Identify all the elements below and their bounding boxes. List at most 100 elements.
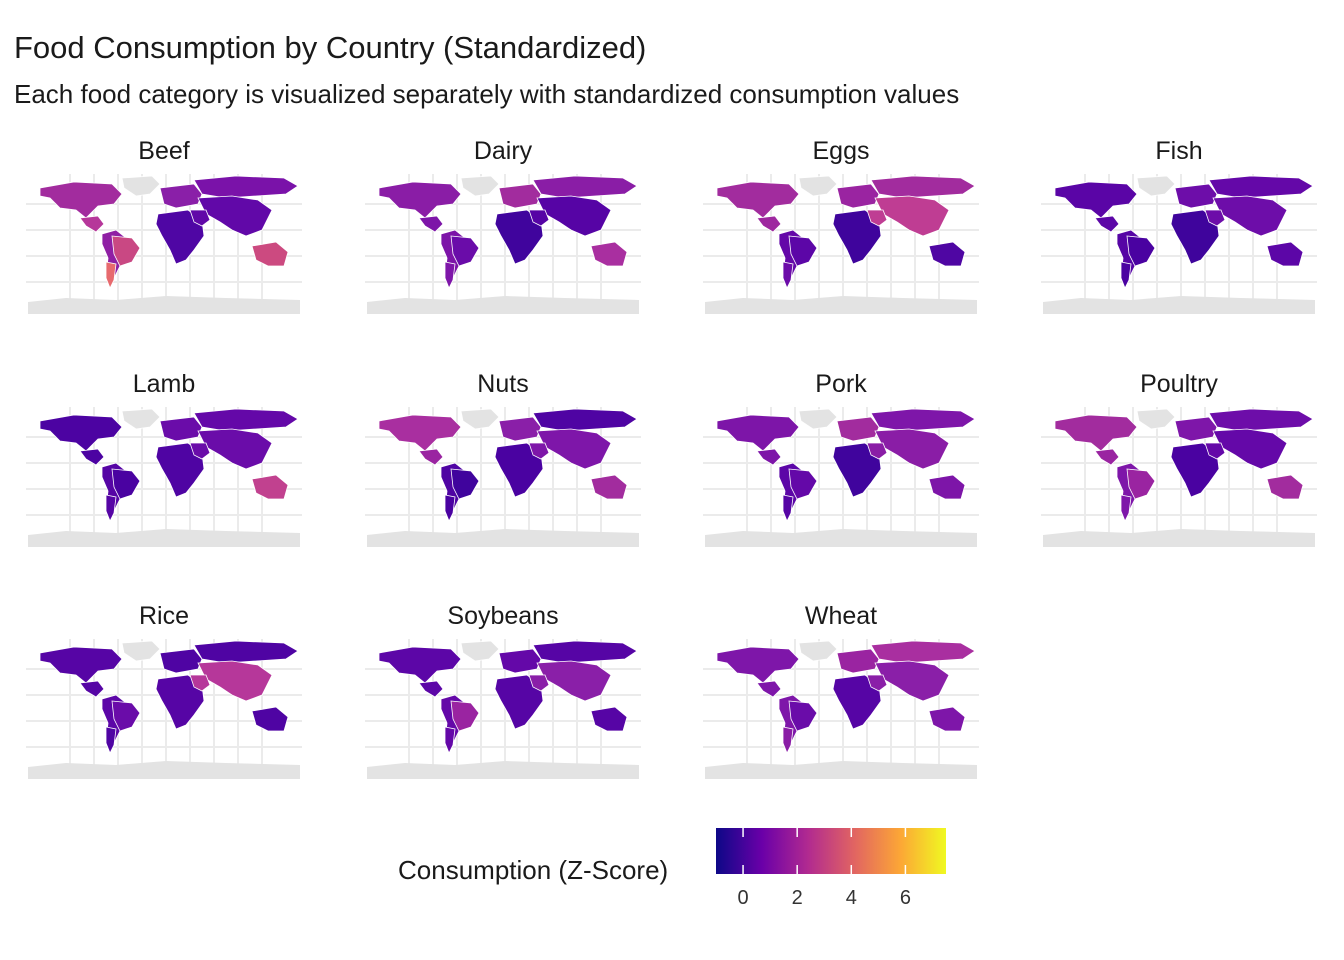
facet-title: Soybeans — [447, 602, 559, 630]
region-me — [189, 209, 211, 227]
facet-title: Beef — [138, 137, 190, 165]
region-ca — [1094, 215, 1120, 233]
antarctica-region — [705, 529, 977, 547]
region-gl — [121, 175, 161, 197]
region-ca — [418, 448, 444, 466]
facet-title: Wheat — [804, 602, 878, 630]
facet-title: Pork — [815, 370, 867, 398]
region-gl — [798, 175, 838, 197]
world-map — [703, 639, 979, 779]
facet-title: Fish — [1155, 137, 1203, 165]
region-ar — [105, 494, 117, 522]
antarctica-region — [367, 296, 639, 314]
region-gl — [460, 408, 500, 430]
region-ar — [782, 261, 794, 289]
region-ru — [193, 408, 299, 432]
region-au — [251, 474, 289, 500]
facet-map — [703, 407, 979, 547]
region-me — [528, 674, 550, 692]
region-br — [788, 468, 818, 500]
facet-map — [703, 639, 979, 779]
region-as — [197, 195, 273, 237]
region-ru — [1208, 408, 1314, 432]
region-as — [536, 195, 612, 237]
region-na — [39, 646, 123, 684]
legend-tick-label: 2 — [791, 887, 803, 909]
region-na — [1054, 181, 1138, 219]
facet-panel: Eggs — [703, 136, 979, 316]
region-au — [251, 241, 289, 267]
world-map — [703, 407, 979, 547]
antarctica-region — [28, 761, 300, 779]
region-br — [111, 235, 141, 267]
region-me — [866, 442, 888, 460]
world-map — [26, 639, 302, 779]
world-map — [365, 407, 641, 547]
region-br — [1126, 235, 1156, 267]
region-eu — [159, 183, 203, 209]
chart-title: Food Consumption by Country (Standardize… — [14, 30, 647, 65]
region-ru — [532, 175, 638, 199]
facet-map — [1041, 407, 1317, 547]
facet-title: Poultry — [1140, 370, 1218, 398]
region-na — [39, 414, 123, 452]
antarctica-region — [705, 761, 977, 779]
antarctica-region — [1043, 296, 1315, 314]
region-ru — [193, 640, 299, 664]
world-map — [26, 174, 302, 314]
region-ar — [782, 726, 794, 754]
region-br — [1126, 468, 1156, 500]
region-ca — [418, 680, 444, 698]
facet-panel: Dairy — [365, 136, 641, 316]
region-au — [928, 474, 966, 500]
region-ca — [79, 448, 105, 466]
region-ar — [782, 494, 794, 522]
facet-panel: Soybeans — [365, 601, 641, 781]
legend-tick-label: 0 — [737, 887, 749, 909]
region-br — [788, 235, 818, 267]
region-eu — [1174, 183, 1218, 209]
region-me — [1204, 209, 1226, 227]
region-eu — [498, 416, 542, 442]
region-na — [378, 414, 462, 452]
region-me — [189, 442, 211, 460]
region-ru — [870, 175, 976, 199]
region-gl — [798, 408, 838, 430]
facet-panel: Beef — [26, 136, 302, 316]
facet-map — [26, 639, 302, 779]
region-ca — [756, 448, 782, 466]
region-ca — [79, 680, 105, 698]
legend-gradient — [716, 828, 946, 874]
region-na — [39, 181, 123, 219]
region-eu — [159, 648, 203, 674]
region-as — [874, 660, 950, 702]
region-eu — [498, 648, 542, 674]
region-ar — [444, 494, 456, 522]
region-ru — [193, 175, 299, 199]
region-br — [111, 700, 141, 732]
region-me — [528, 442, 550, 460]
facet-title: Lamb — [132, 370, 196, 398]
world-map — [703, 174, 979, 314]
antarctica-region — [28, 296, 300, 314]
region-as — [1212, 428, 1288, 470]
region-ca — [418, 215, 444, 233]
region-ar — [1120, 494, 1132, 522]
region-as — [874, 428, 950, 470]
facet-map — [1041, 174, 1317, 314]
region-as — [1212, 195, 1288, 237]
region-as — [536, 428, 612, 470]
facet-title: Rice — [138, 602, 189, 630]
region-me — [1204, 442, 1226, 460]
antarctica-region — [367, 529, 639, 547]
chart-subtitle: Each food category is visualized separat… — [14, 79, 960, 109]
region-au — [590, 474, 628, 500]
region-au — [1266, 474, 1304, 500]
region-eu — [836, 416, 880, 442]
world-map — [1041, 407, 1317, 547]
region-me — [189, 674, 211, 692]
region-na — [716, 646, 800, 684]
facet-map — [26, 407, 302, 547]
region-eu — [836, 648, 880, 674]
region-ar — [1120, 261, 1132, 289]
